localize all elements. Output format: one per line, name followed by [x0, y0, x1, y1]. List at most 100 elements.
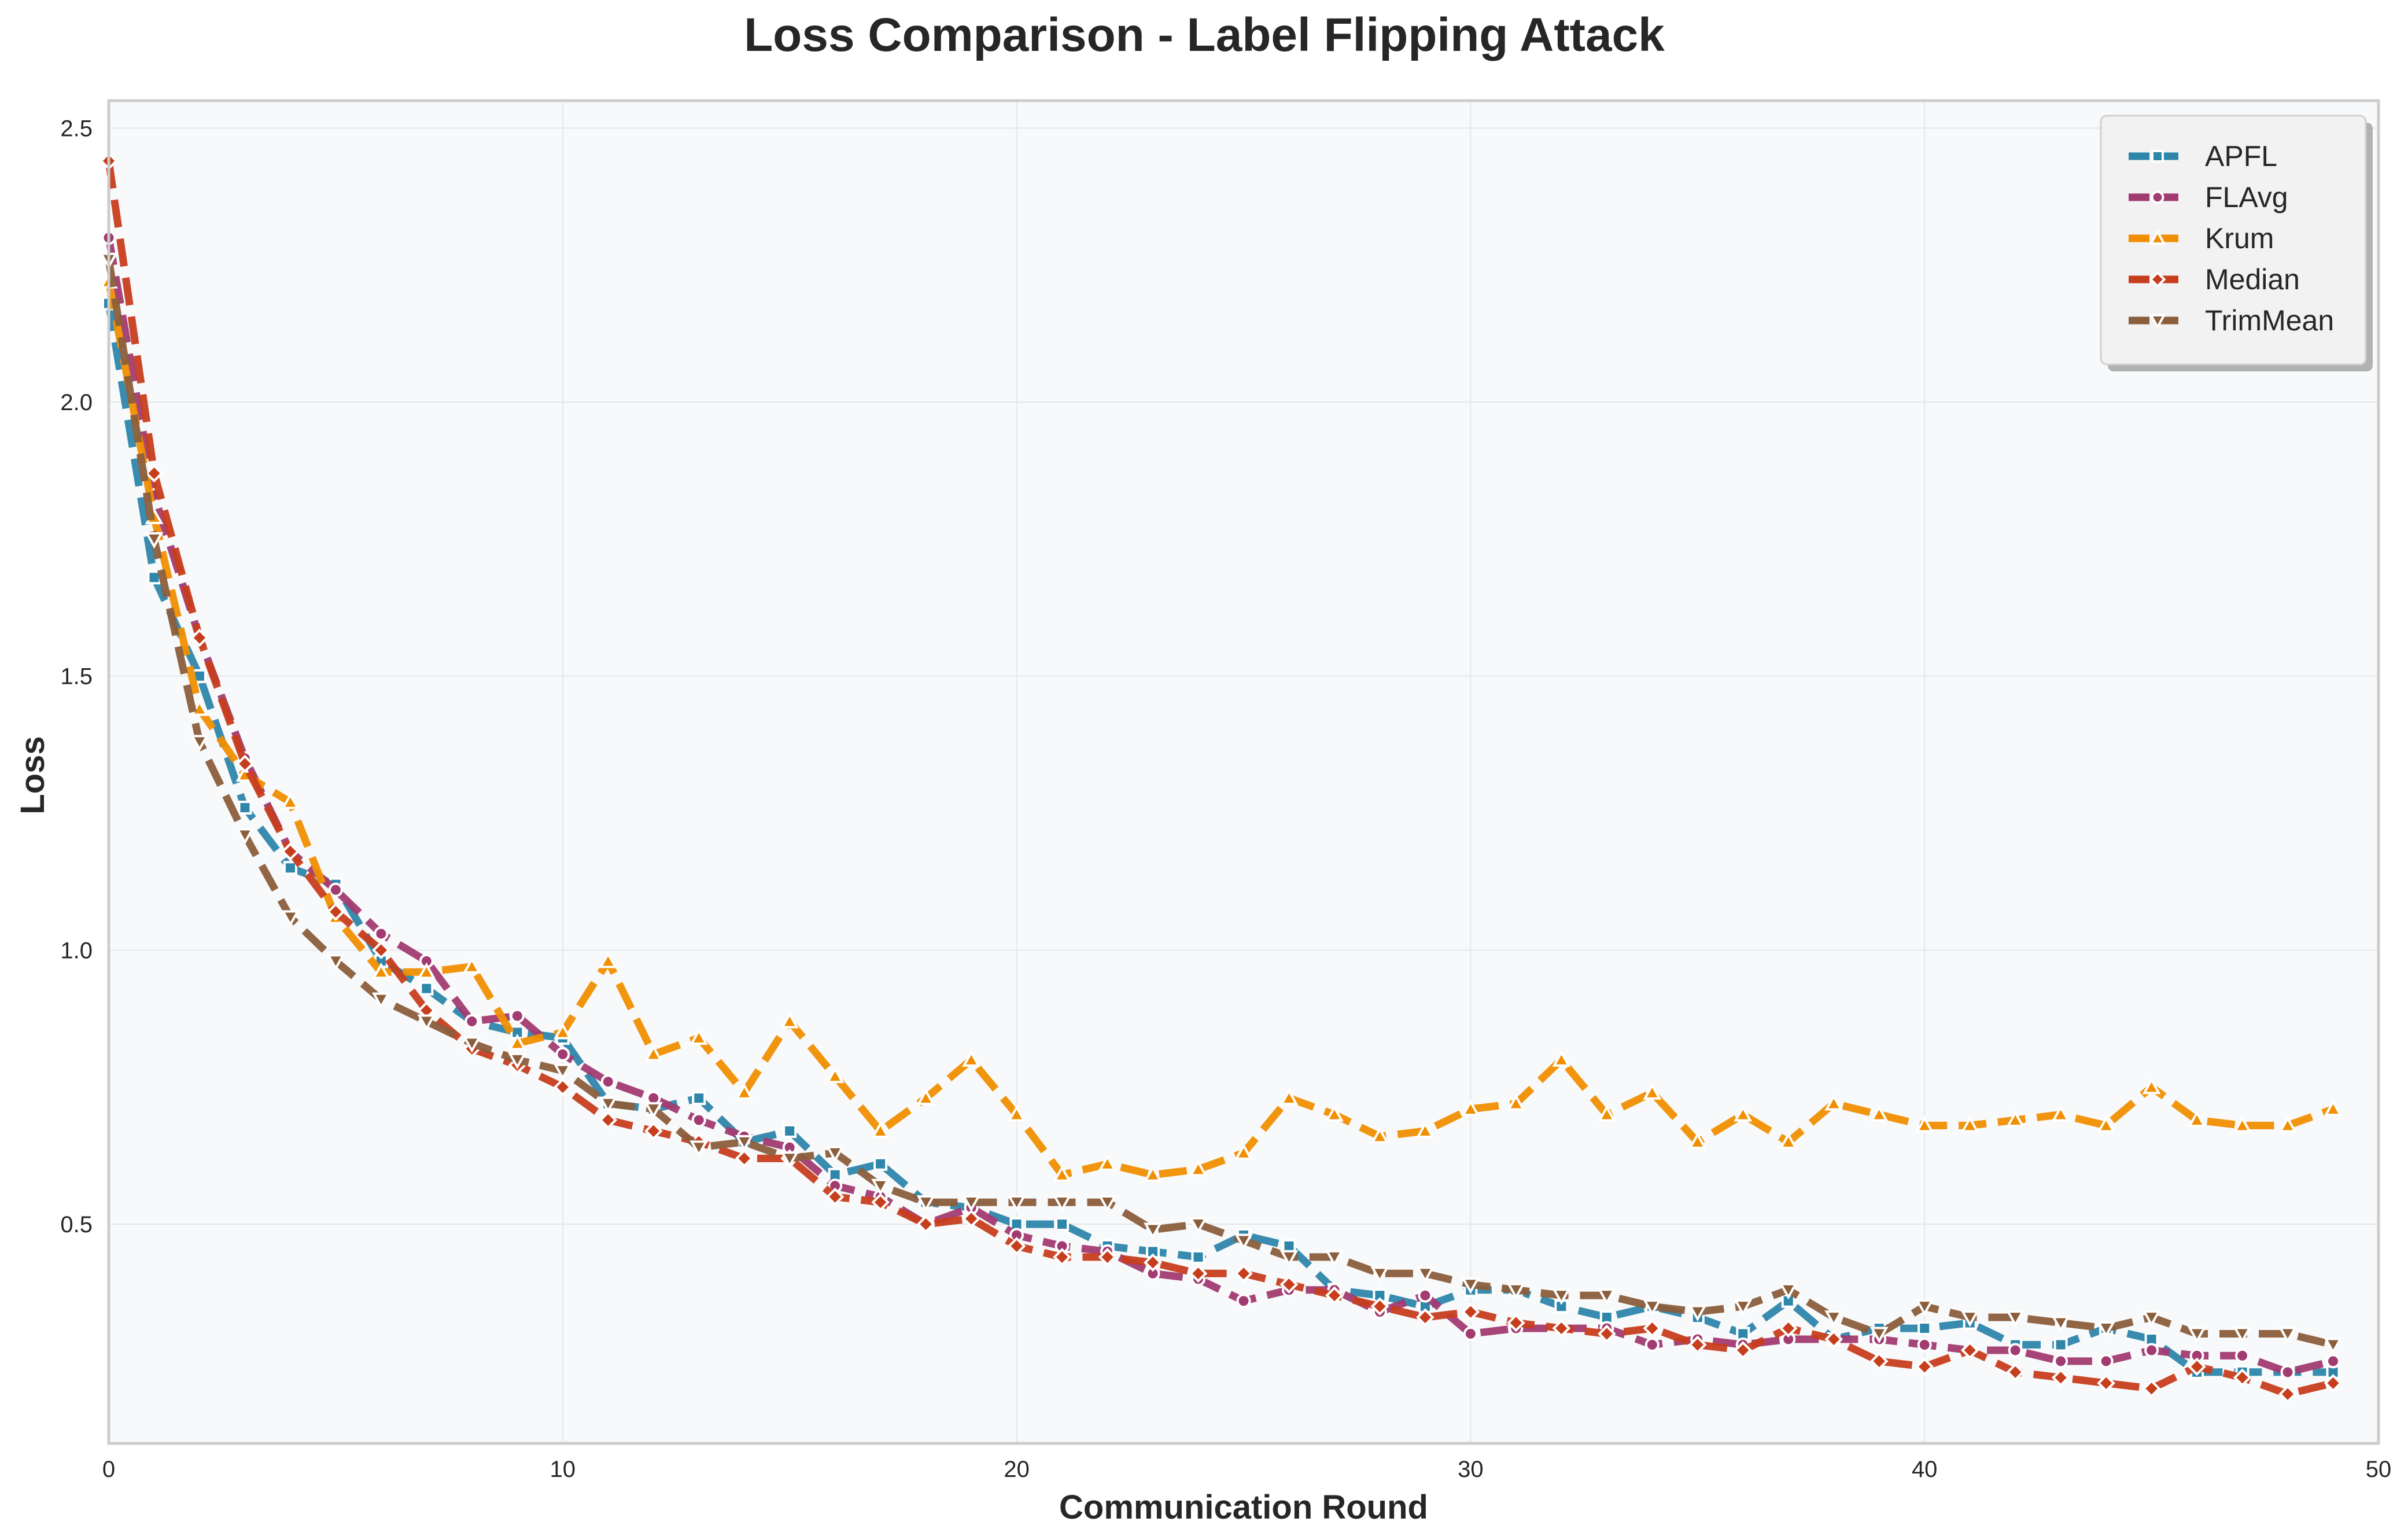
- legend-marker-flavg: [2151, 190, 2164, 204]
- data-point-flavg: [2008, 1343, 2023, 1358]
- data-point-krum: [916, 1088, 935, 1106]
- data-point-apfl: [1055, 1217, 1070, 1232]
- data-point-apfl: [1191, 1250, 1205, 1264]
- data-point-trimmean: [145, 532, 164, 549]
- data-point-krum: [735, 1083, 754, 1100]
- data-point-trimmean: [2142, 1310, 2161, 1327]
- data-point-trimmean: [1279, 1250, 1299, 1267]
- data-point-krum: [190, 699, 209, 716]
- data-point-median: [2142, 1379, 2161, 1398]
- data-point-median: [1461, 1302, 1480, 1321]
- data-point-krum: [281, 792, 300, 809]
- data-point-trimmean: [871, 1178, 890, 1196]
- data-point-krum: [1597, 1104, 1616, 1122]
- data-point-trimmean: [1506, 1283, 1525, 1300]
- data-point-trimmean: [1416, 1266, 1435, 1283]
- data-point-median: [2188, 1357, 2206, 1376]
- data-point-median: [1598, 1324, 1616, 1343]
- data-point-krum: [1189, 1159, 1208, 1177]
- x-tick-label: 40: [1912, 1457, 1938, 1482]
- data-point-trimmean: [1960, 1310, 1979, 1327]
- data-point-flavg: [2235, 1348, 2250, 1363]
- data-point-krum: [1053, 1165, 1071, 1182]
- data-point-trimmean: [735, 1134, 754, 1152]
- data-point-median: [281, 842, 300, 861]
- data-point-median: [326, 902, 345, 921]
- legend-label-trimmean: TrimMean: [2205, 304, 2334, 337]
- legend: APFL FLAvg Krum Median TrimMean: [2100, 115, 2373, 371]
- data-point-median: [1416, 1308, 1435, 1327]
- data-point-trimmean: [1643, 1299, 1662, 1316]
- data-point-median: [1915, 1357, 1934, 1376]
- data-point-flavg: [2144, 1343, 2159, 1358]
- data-point-apfl: [873, 1156, 888, 1171]
- data-point-median: [916, 1215, 935, 1233]
- data-point-krum: [2006, 1110, 2025, 1128]
- data-point-trimmean: [1824, 1310, 1843, 1327]
- data-point-krum: [1869, 1104, 1889, 1122]
- data-point-trimmean: [1688, 1305, 1707, 1322]
- data-point-krum: [871, 1121, 890, 1139]
- data-point-median: [2278, 1384, 2297, 1403]
- data-point-flavg: [374, 926, 389, 941]
- data-point-apfl: [1917, 1321, 1932, 1336]
- x-tick-label: 30: [1458, 1457, 1484, 1482]
- data-point-krum: [1915, 1115, 1934, 1133]
- data-point-median: [599, 1111, 618, 1129]
- x-tick-label: 20: [1004, 1457, 1030, 1482]
- data-point-krum: [553, 1022, 572, 1040]
- data-point-median: [735, 1149, 754, 1168]
- plot-area: [109, 101, 2379, 1443]
- data-point-median: [1688, 1335, 1707, 1354]
- data-point-krum: [1779, 1132, 1798, 1149]
- data-point-trimmean: [780, 1151, 799, 1168]
- data-point-flavg: [600, 1074, 615, 1089]
- data-point-flavg: [1418, 1288, 1433, 1303]
- data-point-trimmean: [1552, 1288, 1571, 1305]
- data-point-trimmean: [2324, 1338, 2343, 1355]
- data-point-trimmean: [916, 1195, 935, 1212]
- data-point-krum: [2142, 1077, 2161, 1095]
- data-point-median: [553, 1078, 572, 1097]
- data-point-flavg: [555, 1047, 570, 1062]
- data-point-median: [2233, 1368, 2252, 1387]
- data-point-trimmean: [1234, 1233, 1253, 1251]
- data-point-trimmean: [825, 1145, 845, 1163]
- data-point-median: [1325, 1286, 1344, 1305]
- y-tick-label: 0.5: [60, 1212, 93, 1237]
- data-point-krum: [1098, 1154, 1117, 1171]
- data-point-flavg: [1463, 1327, 1478, 1342]
- plot-border: [107, 99, 2380, 1445]
- series-trimmean: [99, 252, 2343, 1355]
- data-point-krum: [2097, 1115, 2116, 1133]
- data-point-trimmean: [235, 828, 255, 845]
- data-point-median: [1960, 1341, 1979, 1360]
- data-point-krum: [1734, 1104, 1753, 1122]
- data-point-krum: [780, 1011, 799, 1029]
- data-point-apfl: [783, 1124, 797, 1139]
- data-point-krum: [599, 951, 618, 968]
- data-point-flavg: [2326, 1354, 2341, 1369]
- data-point-krum: [962, 1050, 981, 1067]
- data-point-median: [871, 1193, 890, 1211]
- data-point-flavg: [1917, 1337, 1932, 1352]
- data-point-median: [2324, 1373, 2343, 1392]
- data-point-krum: [1824, 1094, 1843, 1111]
- data-point-trimmean: [2051, 1316, 2070, 1333]
- data-point-apfl: [419, 981, 434, 996]
- data-point-flavg: [328, 882, 343, 897]
- data-point-median: [1869, 1352, 1889, 1370]
- data-point-trimmean: [2233, 1327, 2252, 1344]
- legend-marker-trimmean: [2149, 314, 2166, 330]
- data-point-krum: [1007, 1104, 1026, 1122]
- data-point-trimmean: [962, 1195, 981, 1212]
- data-point-krum: [1643, 1083, 1662, 1100]
- data-point-trimmean: [1007, 1195, 1026, 1212]
- data-point-trimmean: [1189, 1217, 1208, 1234]
- legend-box: [2100, 115, 2367, 366]
- data-point-trimmean: [371, 992, 390, 1010]
- y-tick-label: 1.0: [60, 938, 93, 963]
- data-point-median: [235, 754, 255, 773]
- data-point-krum: [1234, 1143, 1253, 1160]
